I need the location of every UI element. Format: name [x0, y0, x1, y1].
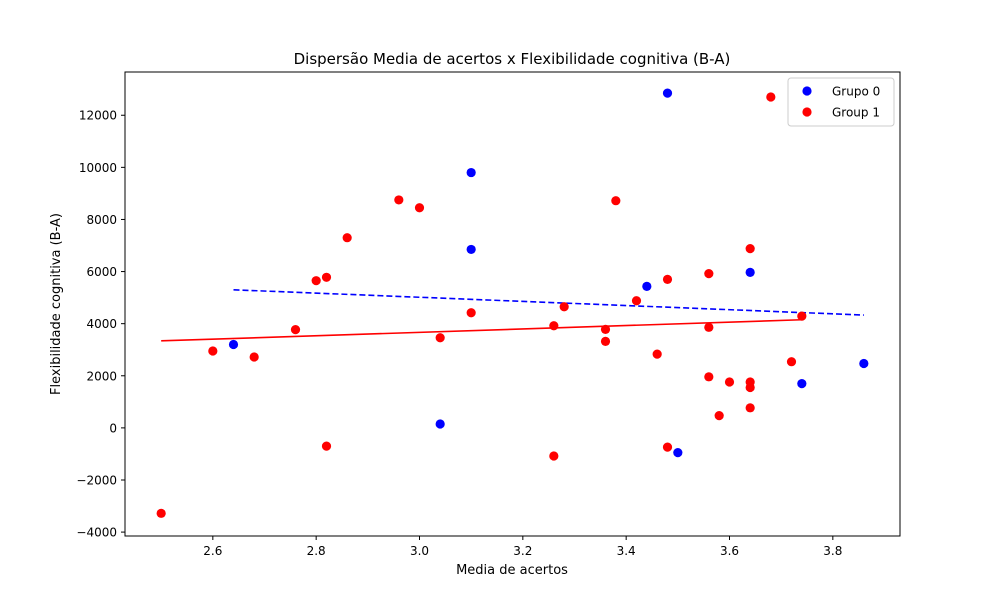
y-tick-label: 0: [109, 421, 117, 435]
plot-area: [156, 88, 869, 518]
data-point: [394, 195, 404, 205]
data-point: [156, 508, 166, 518]
y-tick-label: 2000: [86, 369, 117, 383]
data-point: [662, 274, 673, 284]
legend-marker-2: [802, 107, 812, 117]
legend-label-2: Group 1: [832, 106, 880, 120]
data-point: [611, 196, 621, 206]
x-tick-label: 2.6: [203, 544, 222, 558]
y-tick-label: −4000: [76, 526, 117, 540]
y-tick-label: 8000: [86, 213, 117, 227]
data-point: [797, 311, 807, 321]
data-point: [662, 88, 673, 98]
data-point: [745, 403, 755, 413]
data-point: [466, 244, 476, 255]
data-point: [549, 321, 559, 331]
data-point: [704, 372, 714, 382]
y-tick-label: 10000: [79, 161, 117, 175]
x-tick-label: 3.4: [617, 544, 636, 558]
data-point: [652, 349, 662, 359]
data-point: [321, 272, 332, 282]
x-tick-label: 2.8: [307, 544, 326, 558]
x-tick-label: 3.2: [513, 544, 532, 558]
data-point: [673, 448, 683, 458]
data-point: [290, 325, 301, 335]
data-point: [745, 267, 755, 277]
data-point: [466, 308, 476, 318]
data-point: [704, 322, 714, 332]
data-point: [228, 339, 239, 350]
legend-label-1: Grupo 0: [832, 85, 880, 99]
legend: Grupo 0 Group 1: [787, 77, 895, 127]
data-point: [414, 203, 425, 213]
data-point: [249, 352, 259, 362]
data-point: [714, 411, 724, 421]
legend-marker-1: [802, 86, 812, 96]
chart-title: Dispersão Media de acertos x Flexibilida…: [294, 50, 731, 68]
data-point: [549, 451, 559, 461]
data-point: [208, 346, 218, 356]
axis-ticks: 2.6 2.8 3.0 3.2 3.4 3.6 3.8 −4000 −2000 0 2000 4000…: [76, 109, 842, 558]
series-2: [156, 92, 807, 518]
data-point: [466, 167, 476, 178]
legend-box: [787, 77, 895, 127]
data-point: [342, 233, 352, 243]
data-point: [745, 382, 755, 393]
data-point: [704, 269, 714, 279]
data-point: [600, 336, 611, 346]
data-point: [797, 378, 807, 389]
x-tick-label: 3.0: [410, 544, 429, 558]
x-tick-label: 3.6: [720, 544, 739, 558]
data-point: [662, 442, 673, 452]
data-point: [559, 302, 569, 312]
data-point: [631, 296, 642, 306]
data-point: [786, 357, 797, 367]
x-tick-label: 3.8: [823, 544, 842, 558]
data-point: [435, 333, 445, 343]
data-point: [766, 92, 776, 102]
trend-line-2: [161, 318, 802, 342]
trend-line-1: [233, 289, 864, 316]
y-tick-label: 12000: [79, 109, 117, 123]
x-axis-label: Media de acertos: [456, 563, 568, 578]
data-point: [321, 441, 332, 451]
data-point: [745, 244, 755, 254]
y-tick-label: 6000: [86, 265, 117, 279]
y-tick-label: 4000: [86, 317, 117, 331]
data-point: [859, 358, 869, 369]
data-point: [642, 281, 652, 292]
y-tick-label: −2000: [76, 473, 117, 487]
data-point: [724, 377, 735, 387]
y-axis-label: Flexibilidade cognitiva (B-A): [49, 213, 64, 395]
series-1: [228, 88, 869, 458]
data-point: [311, 276, 321, 286]
data-point: [435, 419, 445, 429]
axes-frame: [124, 71, 901, 537]
